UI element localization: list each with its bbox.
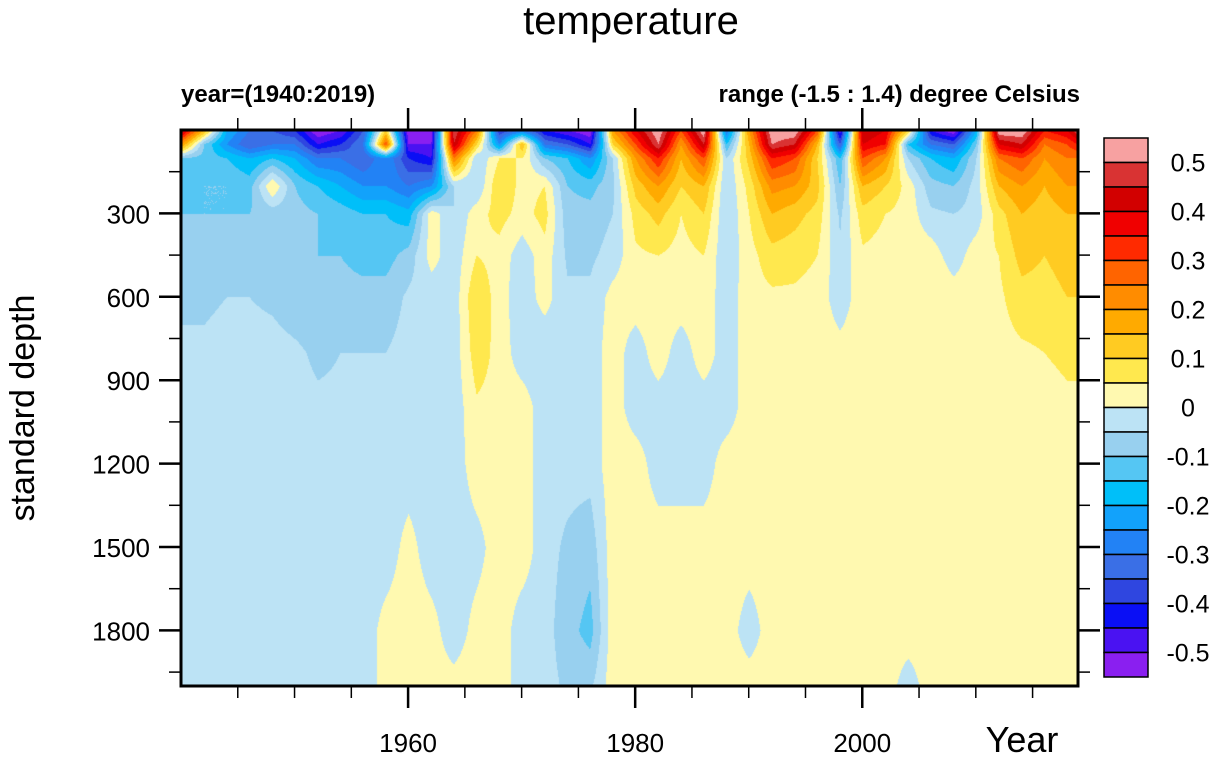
colorbar-label: -0.1: [1166, 444, 1209, 472]
colorbar-box: [1103, 284, 1149, 311]
colorbar-label: 0.2: [1171, 297, 1206, 325]
colorbar-label: -0.4: [1166, 591, 1209, 619]
colorbar-box: [1103, 235, 1149, 262]
chart-title: temperature: [523, 0, 739, 43]
colorbar-box: [1103, 137, 1149, 164]
x-axis-label: Year: [986, 719, 1059, 758]
axis-ticks: [159, 108, 1100, 708]
contour-field: [181, 130, 1078, 686]
x-tick-label: 1960: [379, 728, 437, 758]
colorbar-box: [1103, 627, 1149, 654]
colorbar-box: [1103, 333, 1149, 360]
y-tick-label: 300: [107, 199, 150, 229]
colorbar-box: [1103, 186, 1149, 213]
colorbar-box: [1103, 382, 1149, 409]
colorbar-box: [1103, 406, 1149, 433]
colorbar-box: [1103, 651, 1149, 678]
colorbar: 0.5 0.4 0.3 0.2 0.1 0 -0.1 -0.2 -0.3 -0.4 -0.5: [1103, 137, 1210, 678]
colorbar-label: -0.3: [1166, 542, 1209, 570]
x-tick-label: 1980: [606, 728, 664, 758]
colorbar-label: 0.4: [1171, 199, 1206, 227]
colorbar-label: -0.2: [1166, 493, 1209, 521]
y-axis-label: standard depth: [4, 295, 42, 522]
plot-frame: [179, 128, 1080, 688]
subtitle-value-range: range (-1.5 : 1.4) degree Celsius: [719, 81, 1080, 108]
colorbar-box: [1103, 431, 1149, 458]
axis-tick-labels: 1960 1980 2000 300 600 900 1200 1500 1800: [92, 199, 891, 758]
colorbar-label: 0: [1181, 395, 1195, 423]
colorbar-label: -0.5: [1166, 640, 1209, 668]
colorbar-box: [1103, 578, 1149, 605]
y-tick-label: 1500: [92, 533, 150, 563]
x-tick-label: 2000: [833, 728, 891, 758]
colorbar-box: [1103, 529, 1149, 556]
subtitle-year-range: year=(1940:2019): [181, 81, 375, 108]
colorbar-box: [1103, 308, 1149, 335]
colorbar-label: 0.3: [1171, 248, 1206, 276]
colorbar-label: 0.5: [1171, 150, 1206, 178]
colorbar-label: 0.1: [1171, 346, 1206, 374]
y-tick-label: 1800: [92, 616, 150, 646]
colorbar-box: [1103, 480, 1149, 507]
colorbar-box: [1103, 161, 1149, 188]
y-tick-label: 900: [107, 366, 150, 396]
colorbar-box: [1103, 504, 1149, 531]
colorbar-box: [1103, 259, 1149, 286]
y-tick-label: 1200: [92, 450, 150, 480]
colorbar-box: [1103, 602, 1149, 629]
y-tick-label: 600: [107, 283, 150, 313]
colorbar-box: [1103, 553, 1149, 580]
colorbar-box: [1103, 357, 1149, 384]
colorbar-box: [1103, 210, 1149, 237]
colorbar-box: [1103, 455, 1149, 482]
